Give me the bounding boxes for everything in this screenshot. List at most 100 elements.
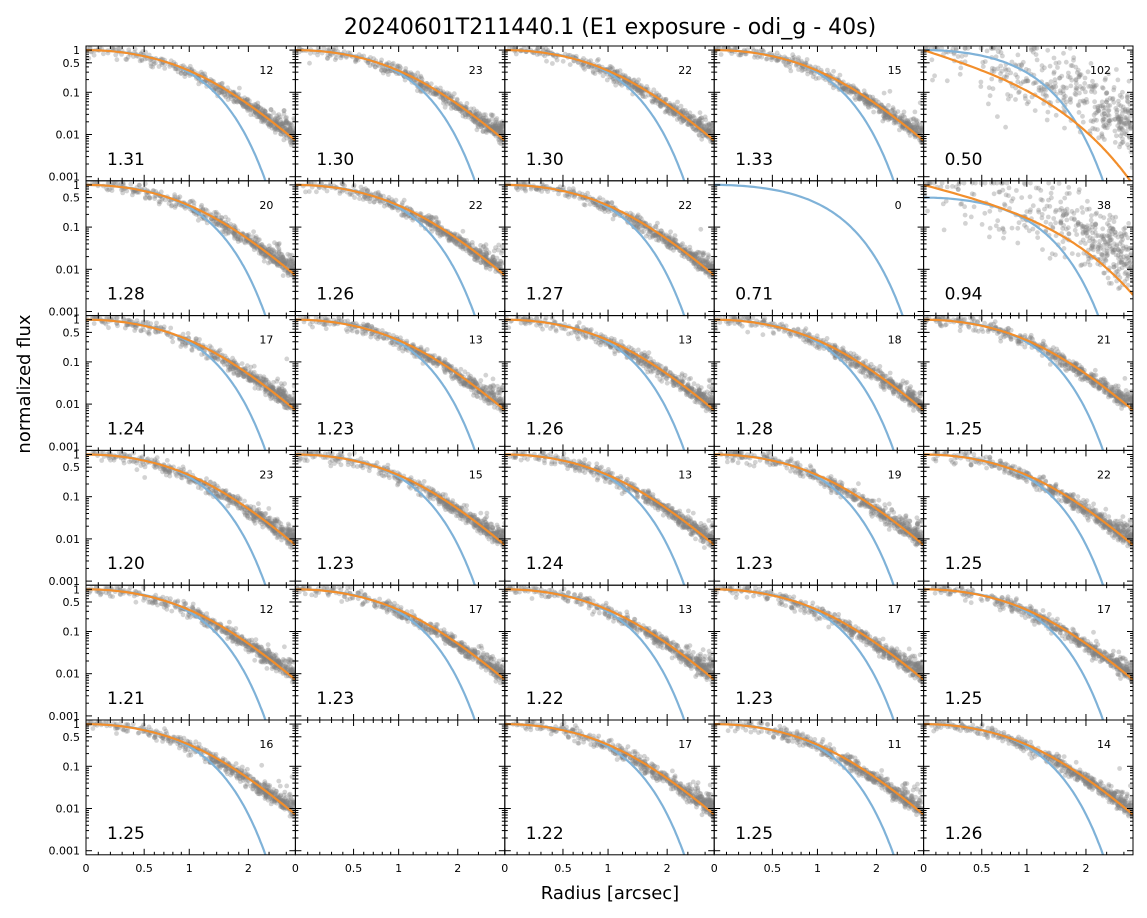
data-point xyxy=(769,57,774,63)
data-point xyxy=(284,356,290,362)
data-point xyxy=(483,112,488,118)
data-point xyxy=(101,51,106,57)
data-point xyxy=(1081,85,1086,91)
data-point xyxy=(483,252,489,258)
data-point xyxy=(412,72,417,78)
data-point xyxy=(463,114,468,120)
data-point xyxy=(1060,239,1066,245)
data-point xyxy=(481,116,487,121)
data-point xyxy=(496,137,501,143)
data-point xyxy=(705,128,711,134)
data-point xyxy=(126,47,132,53)
data-point xyxy=(610,66,616,71)
data-point xyxy=(284,120,289,126)
data-point xyxy=(1120,139,1126,145)
data-point xyxy=(468,106,474,112)
data-point xyxy=(816,75,822,81)
data-point xyxy=(431,91,436,97)
data-point xyxy=(283,125,289,131)
fwhm-label: 0.71 xyxy=(735,285,773,305)
data-point xyxy=(290,140,295,146)
data-point xyxy=(609,200,615,206)
y-tick-label: 0.01 xyxy=(56,263,81,276)
data-point xyxy=(545,48,551,53)
data-points xyxy=(923,180,1133,291)
data-point xyxy=(736,52,742,58)
data-point xyxy=(683,110,689,116)
data-point xyxy=(241,103,247,109)
data-point xyxy=(281,111,287,117)
data-point xyxy=(783,63,789,68)
data-point xyxy=(796,67,801,72)
data-points xyxy=(86,180,296,282)
data-point xyxy=(228,96,234,102)
data-point xyxy=(423,87,429,92)
data-point xyxy=(236,91,242,97)
data-point xyxy=(982,210,988,216)
data-point xyxy=(156,199,162,205)
data-point xyxy=(456,106,461,112)
data-point xyxy=(288,139,293,144)
data-point xyxy=(775,57,781,63)
data-point xyxy=(442,104,448,110)
data-point xyxy=(115,180,120,186)
data-point xyxy=(1032,80,1037,86)
data-point xyxy=(418,73,424,79)
data-point xyxy=(1064,217,1070,223)
data-point xyxy=(357,196,362,202)
data-point xyxy=(1073,81,1079,86)
data-point xyxy=(597,69,603,75)
data-point xyxy=(490,124,496,129)
data-point xyxy=(484,130,489,135)
data-point xyxy=(255,104,261,110)
data-point xyxy=(580,62,586,68)
data-point xyxy=(588,64,594,70)
data-point xyxy=(258,106,263,112)
data-point xyxy=(379,68,384,73)
data-point xyxy=(1079,205,1085,211)
data-point xyxy=(459,109,465,115)
data-point xyxy=(1009,225,1015,231)
chart-title: 20240601T211440.1 (E1 exposure - odi_g -… xyxy=(344,15,876,40)
star-count-label: 102 xyxy=(1090,64,1111,77)
data-point xyxy=(261,118,267,124)
data-point xyxy=(258,115,264,120)
data-point xyxy=(891,120,897,126)
data-point xyxy=(486,117,492,123)
data-point xyxy=(385,72,391,77)
data-point xyxy=(1053,220,1058,226)
data-point xyxy=(274,119,280,125)
data-point xyxy=(1016,220,1022,226)
data-point xyxy=(490,122,495,128)
y-tick-label: 1 xyxy=(73,179,80,192)
data-point xyxy=(1056,60,1062,66)
data-point xyxy=(639,89,645,95)
data-points xyxy=(714,46,924,145)
data-point xyxy=(244,104,250,110)
data-point xyxy=(630,84,636,90)
data-point xyxy=(699,136,705,142)
data-point xyxy=(635,88,640,94)
data-point xyxy=(692,127,698,133)
data-point xyxy=(231,232,237,237)
fwhm-label: 1.27 xyxy=(526,285,564,305)
data-point xyxy=(156,64,162,69)
data-point xyxy=(968,214,974,220)
data-point xyxy=(289,129,295,135)
data-point xyxy=(212,85,218,91)
data-point xyxy=(365,60,371,65)
data-point xyxy=(454,242,460,248)
data-point xyxy=(268,113,274,119)
data-point xyxy=(674,112,680,118)
data-point xyxy=(670,109,676,115)
data-point xyxy=(290,130,296,135)
data-point xyxy=(1061,50,1066,56)
data-point xyxy=(262,108,268,114)
data-point xyxy=(1114,107,1120,113)
data-point xyxy=(479,124,485,130)
data-point xyxy=(260,116,266,122)
data-point xyxy=(242,103,248,109)
